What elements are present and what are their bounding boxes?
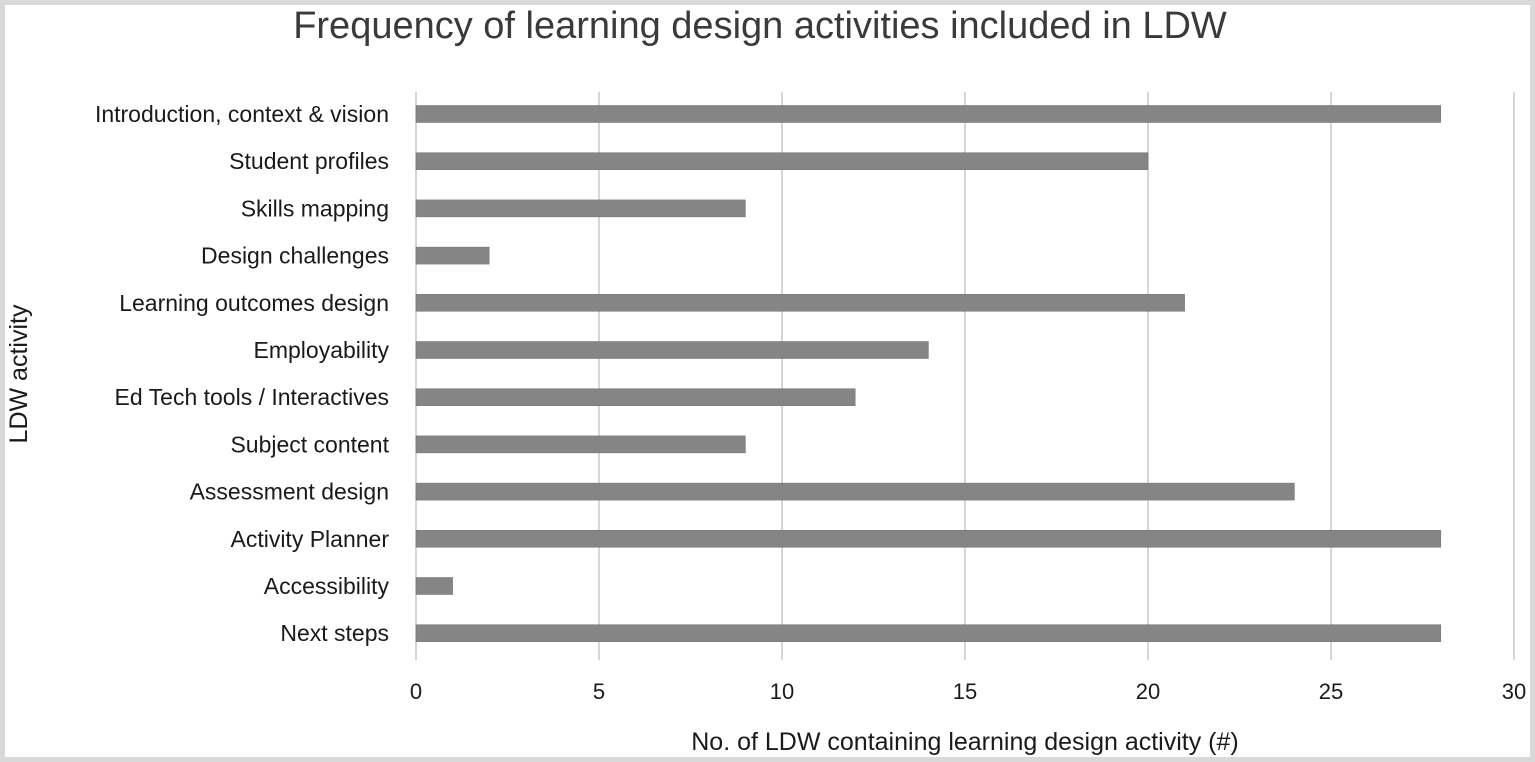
bar — [415, 624, 1442, 642]
bar — [415, 105, 1442, 123]
category-label: Next steps — [280, 620, 389, 646]
x-axis-title: No. of LDW containing learning design ac… — [691, 728, 1239, 756]
bar — [415, 482, 1295, 501]
x-tick-label: 5 — [593, 679, 605, 704]
bar — [415, 577, 453, 595]
category-label: Employability — [254, 337, 390, 363]
bar — [415, 152, 1149, 170]
x-tick-label: 0 — [410, 679, 422, 704]
category-label: Ed Tech tools / Interactives — [115, 384, 389, 410]
chart-title: Frequency of learning design activities … — [293, 5, 1227, 47]
x-tick-labels: 0 5 10 15 20 25 30 — [410, 679, 1526, 704]
y-axis-title: LDW activity — [5, 304, 33, 443]
bar — [415, 388, 856, 406]
bar — [415, 199, 746, 218]
bar — [415, 530, 1442, 548]
x-tick-label: 10 — [770, 679, 794, 704]
bar — [415, 246, 490, 265]
category-label: Subject content — [230, 431, 389, 457]
category-label: Learning outcomes design — [119, 290, 389, 316]
x-tick-label: 15 — [953, 679, 977, 704]
category-label: Assessment design — [190, 479, 389, 505]
bar — [415, 294, 1185, 312]
category-label: Student profiles — [229, 148, 389, 174]
category-label: Design challenges — [201, 243, 389, 269]
category-label: Introduction, context & vision — [95, 101, 389, 127]
category-label: Skills mapping — [241, 195, 389, 221]
category-label: Accessibility — [264, 573, 390, 599]
category-label: Activity Planner — [230, 526, 389, 552]
x-tick-label: 25 — [1319, 679, 1343, 704]
x-tick-label: 20 — [1136, 679, 1160, 704]
bar — [415, 341, 929, 359]
bars — [415, 105, 1442, 642]
category-labels: Introduction, context & vision Student pr… — [95, 101, 390, 646]
gridlines — [415, 92, 1515, 660]
bar — [415, 435, 746, 454]
x-tick-label: 30 — [1502, 679, 1526, 704]
